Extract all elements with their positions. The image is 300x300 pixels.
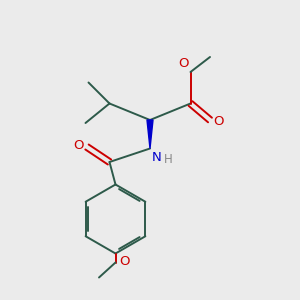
Text: O: O [73, 139, 83, 152]
Polygon shape [147, 120, 153, 148]
Text: O: O [119, 255, 130, 268]
Text: N: N [152, 151, 161, 164]
Text: O: O [214, 115, 224, 128]
Text: H: H [164, 153, 172, 166]
Text: O: O [178, 57, 189, 70]
